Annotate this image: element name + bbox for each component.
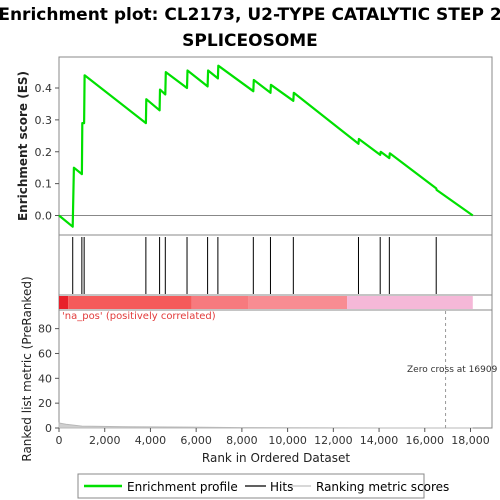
legend-items: Enrichment profile Hits Ranking metric sco… xyxy=(84,480,449,494)
chart-title-line1: Enrichment plot: CL2173, U2-TYPE CATALYT… xyxy=(0,5,500,25)
chart-title-line2: SPLICEOSOME xyxy=(182,31,318,51)
legend-label-0: Enrichment profile xyxy=(127,480,238,494)
positive-correlation-label: 'na_pos' (positively correlated) xyxy=(62,311,216,322)
metric-tick-label: 60 xyxy=(38,347,52,360)
colorbar-segment xyxy=(191,296,249,309)
x-tick-label: 8,000 xyxy=(226,434,258,447)
hits-panel-frame xyxy=(58,234,493,296)
metric-panel-frame xyxy=(58,309,493,429)
x-tick-label: 4,000 xyxy=(135,434,167,447)
legend-box xyxy=(77,473,425,499)
metric-axis-label: Ranked list metric (PreRanked) xyxy=(20,276,34,461)
hits-group xyxy=(72,237,437,294)
x-tick-label: 0 xyxy=(56,434,63,447)
metric-axis-ticks: 0 20 40 60 80 xyxy=(38,323,59,435)
metric-tick-label: 80 xyxy=(38,323,52,336)
colorbar-segment xyxy=(248,296,348,309)
es-tick-label: 0.4 xyxy=(35,82,53,95)
es-tick-label: 0.1 xyxy=(35,178,53,191)
colorbar-segment xyxy=(68,296,192,309)
x-tick-label: 6,000 xyxy=(180,434,212,447)
colorbar-segment xyxy=(347,296,473,309)
x-tick-label: 2,000 xyxy=(89,434,121,447)
es-series-group xyxy=(58,64,474,228)
x-tick-label: 14,000 xyxy=(360,434,399,447)
legend-label-2: Ranking metric scores xyxy=(316,480,449,494)
x-tick-label: 16,000 xyxy=(406,434,445,447)
es-tick-label: 0.2 xyxy=(35,146,53,159)
legend-label-1: Hits xyxy=(270,480,293,494)
metric-tick-label: 40 xyxy=(38,372,52,385)
es-axis-label: Enrichment score (ES) xyxy=(16,71,30,221)
es-tick-label: 0.0 xyxy=(35,210,53,223)
zero-cross-label: Zero cross at 16909 xyxy=(407,365,498,375)
metric-tick-label: 0 xyxy=(45,422,52,435)
x-axis-label: Rank in Ordered Dataset xyxy=(202,451,350,465)
ranking-metric-area xyxy=(58,422,473,429)
x-tick-label: 18,000 xyxy=(451,434,490,447)
colorbar-group xyxy=(59,296,473,309)
es-tick-label: 0.3 xyxy=(35,114,53,127)
metric-tick-label: 20 xyxy=(38,397,52,410)
es-panel-frame xyxy=(58,56,493,236)
x-tick-label: 10,000 xyxy=(268,434,307,447)
metric-group xyxy=(58,311,473,429)
x-tick-label: 12,000 xyxy=(314,434,353,447)
es-series-line-0 xyxy=(58,64,474,228)
es-axis-ticks: 0.0 0.1 0.2 0.3 0.4 xyxy=(35,82,59,223)
colorbar-segment xyxy=(59,296,69,309)
x-axis-ticks: 0 2,000 4,000 6,000 8,000 10,000 12,000 14,000 1… xyxy=(56,428,490,447)
